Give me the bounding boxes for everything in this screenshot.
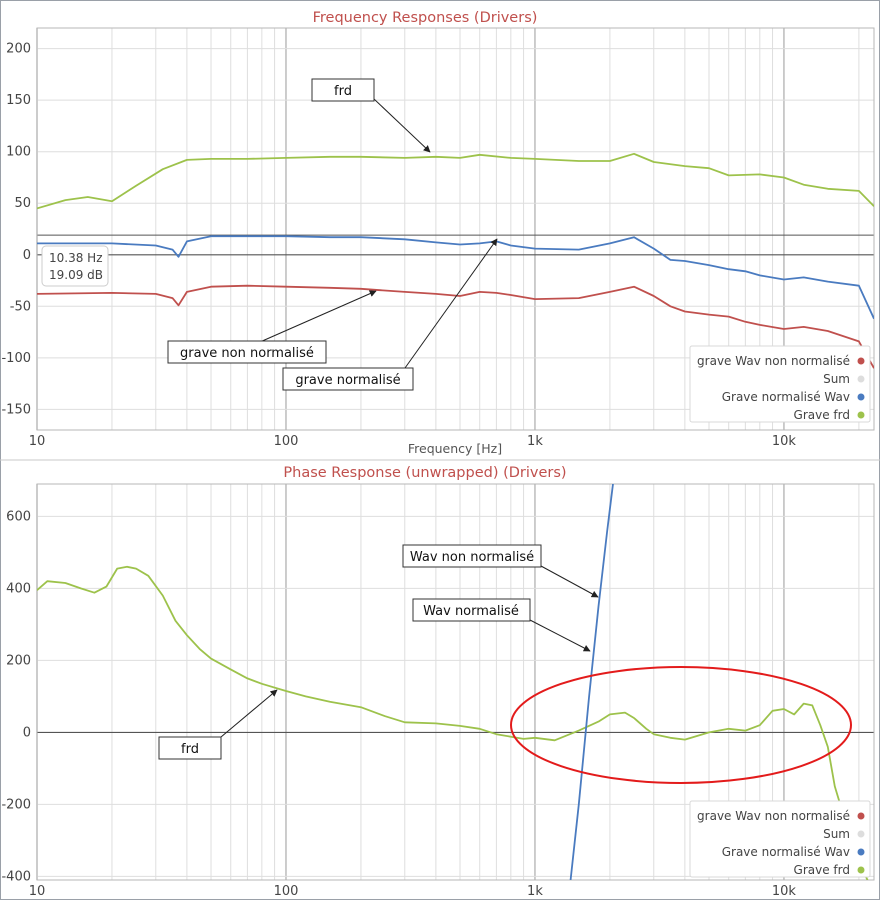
y-tick-label: -400 xyxy=(1,869,31,884)
annotation-frd-bottom: frd xyxy=(158,689,278,760)
x-tick-label: 100 xyxy=(274,884,299,899)
legend-label: Grave frd xyxy=(794,863,850,877)
legend-marker[interactable] xyxy=(857,393,865,401)
annotation-label: grave non normalisé xyxy=(180,346,314,361)
y-tick-label: 400 xyxy=(6,581,31,596)
x-tick-label: 10k xyxy=(772,884,797,899)
x-tick-label: 10 xyxy=(29,434,46,449)
y-tick-label: 0 xyxy=(23,248,31,263)
series-line-grave-frd xyxy=(37,152,874,210)
annotation-frd-top: frd xyxy=(311,78,431,153)
annotation-label: Wav normalisé xyxy=(423,604,519,619)
y-tick-label: 200 xyxy=(6,653,31,668)
x-tick-label: 100 xyxy=(274,434,299,449)
tooltip-frequency: 10.38 Hz xyxy=(49,251,103,265)
legend-label: Grave frd xyxy=(794,408,850,422)
legend-marker[interactable] xyxy=(857,866,865,874)
legend-label: Sum xyxy=(823,827,850,841)
legend-label: Grave normalisé Wav xyxy=(722,845,850,859)
legend-label: grave Wav non normalisé xyxy=(697,809,850,823)
legend-marker[interactable] xyxy=(857,357,865,365)
y-tick-label: -200 xyxy=(1,797,31,812)
y-tick-label: 600 xyxy=(6,509,31,524)
series-line-grave-normalis-wav xyxy=(569,484,614,880)
legend-marker[interactable] xyxy=(857,848,865,856)
y-tick-label: 200 xyxy=(6,42,31,57)
x-tick-label: 10 xyxy=(29,884,46,899)
x-tick-label: 1k xyxy=(527,434,543,449)
series-line-grave-normalis-wav xyxy=(37,235,874,320)
plot-area xyxy=(36,27,875,431)
legend-marker[interactable] xyxy=(857,375,865,383)
top-x-ticks: 10 100 1k 10k xyxy=(29,434,797,449)
chart-title: Phase Response (unwrapped) (Drivers) xyxy=(283,465,566,481)
top-y-ticks: 200 150 100 50 0 -50 -100 -150 xyxy=(1,42,31,418)
annotation-label: frd xyxy=(334,84,352,99)
y-tick-label: -50 xyxy=(10,299,31,314)
annotation-label: grave normalisé xyxy=(295,373,400,388)
legend-marker[interactable] xyxy=(857,411,865,419)
bottom-x-ticks: 10 100 1k 10k xyxy=(29,884,797,899)
annotation-label: Wav non normalisé xyxy=(410,550,534,565)
bottom-series xyxy=(37,484,869,880)
legend-label: Grave normalisé Wav xyxy=(722,390,850,404)
y-tick-label: -100 xyxy=(1,351,31,366)
y-tick-label: 50 xyxy=(14,196,31,211)
y-tick-label: 100 xyxy=(6,145,31,160)
annotation-wav-non-normalise: Wav non normalisé xyxy=(402,544,599,598)
legend-box xyxy=(689,345,871,423)
legend-box xyxy=(689,800,871,878)
y-tick-label: -150 xyxy=(1,402,31,417)
series-line-grave-wav-non-normalis- xyxy=(37,284,874,369)
x-axis-title: Frequency [Hz] xyxy=(408,441,502,456)
x-tick-label: 10k xyxy=(772,434,797,449)
legend-marker[interactable] xyxy=(857,830,865,838)
legend-label: grave Wav non normalisé xyxy=(697,354,850,368)
legend-label: Sum xyxy=(823,372,850,386)
phase-response-chart: Phase Response (unwrapped) (Drivers) 600… xyxy=(1,465,875,899)
annotation-label: frd xyxy=(181,742,199,757)
bottom-legend: grave Wav non normalisé Sum Grave normalis… xyxy=(689,800,871,878)
chart-title: Frequency Responses (Drivers) xyxy=(313,10,538,26)
top-legend: grave Wav non normalisé Sum Grave normalis… xyxy=(689,345,871,423)
frequency-response-chart: Frequency Responses (Drivers) 2001501005… xyxy=(1,10,875,456)
y-tick-label: 0 xyxy=(23,725,31,740)
bottom-y-ticks: 600 400 200 0 -200 -400 xyxy=(1,509,31,884)
series-line-grave-frd xyxy=(37,565,869,880)
x-tick-label: 1k xyxy=(527,884,543,899)
annotation-grave-non-normalise: grave non normalisé xyxy=(167,290,377,364)
highlight-ellipse xyxy=(510,666,852,784)
annotation-grave-normalise: grave normalisé xyxy=(282,238,498,391)
legend-marker[interactable] xyxy=(857,812,865,820)
hover-tooltip: 10.38 Hz 19.09 dB xyxy=(41,245,109,287)
top-series xyxy=(37,152,874,369)
tooltip-level: 19.09 dB xyxy=(49,268,103,282)
plot-area xyxy=(36,483,875,881)
annotation-wav-normalise: Wav normalisé xyxy=(412,598,591,652)
y-tick-label: 150 xyxy=(6,93,31,108)
